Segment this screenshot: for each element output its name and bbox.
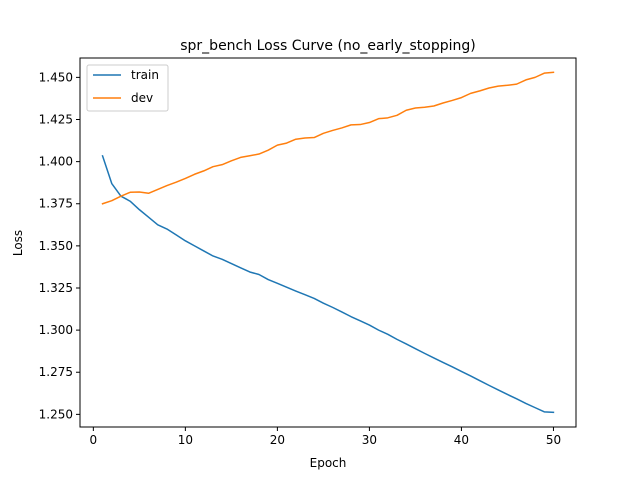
legend-label-dev: dev: [131, 91, 153, 105]
y-tick-label: 1.375: [39, 197, 73, 211]
y-tick-label: 1.450: [39, 70, 73, 84]
y-tick-label: 1.325: [39, 281, 73, 295]
series-line-dev: [101, 71, 555, 205]
x-tick-label: 50: [546, 433, 561, 447]
plot-lines: [101, 71, 555, 414]
series-line-train: [101, 154, 555, 414]
x-tick-label: 10: [178, 433, 193, 447]
x-tick-label: 0: [90, 433, 98, 447]
chart-title: spr_bench Loss Curve (no_early_stopping): [180, 38, 476, 54]
y-axis-label: Loss: [11, 230, 25, 256]
legend-label-train: train: [131, 68, 159, 82]
legend-box: [86, 64, 169, 112]
x-axis-ticks: 0 10 20 30 40 50: [90, 427, 561, 447]
y-tick-label: 1.400: [39, 155, 73, 169]
y-tick-label: 1.350: [39, 239, 73, 253]
y-tick-label: 1.250: [39, 407, 73, 421]
x-tick-label: 30: [362, 433, 377, 447]
x-tick-label: 20: [270, 433, 285, 447]
legend: train dev: [86, 64, 169, 112]
y-tick-label: 1.275: [39, 365, 73, 379]
y-axis-ticks: 1.250 1.275 1.300 1.325 1.350 1.375 1.400 1.425…: [39, 70, 80, 421]
x-axis-label: Epoch: [310, 456, 347, 470]
x-tick-label: 40: [454, 433, 469, 447]
plot-frame: [79, 57, 577, 428]
y-tick-label: 1.425: [39, 113, 73, 127]
y-tick-label: 1.300: [39, 323, 73, 337]
